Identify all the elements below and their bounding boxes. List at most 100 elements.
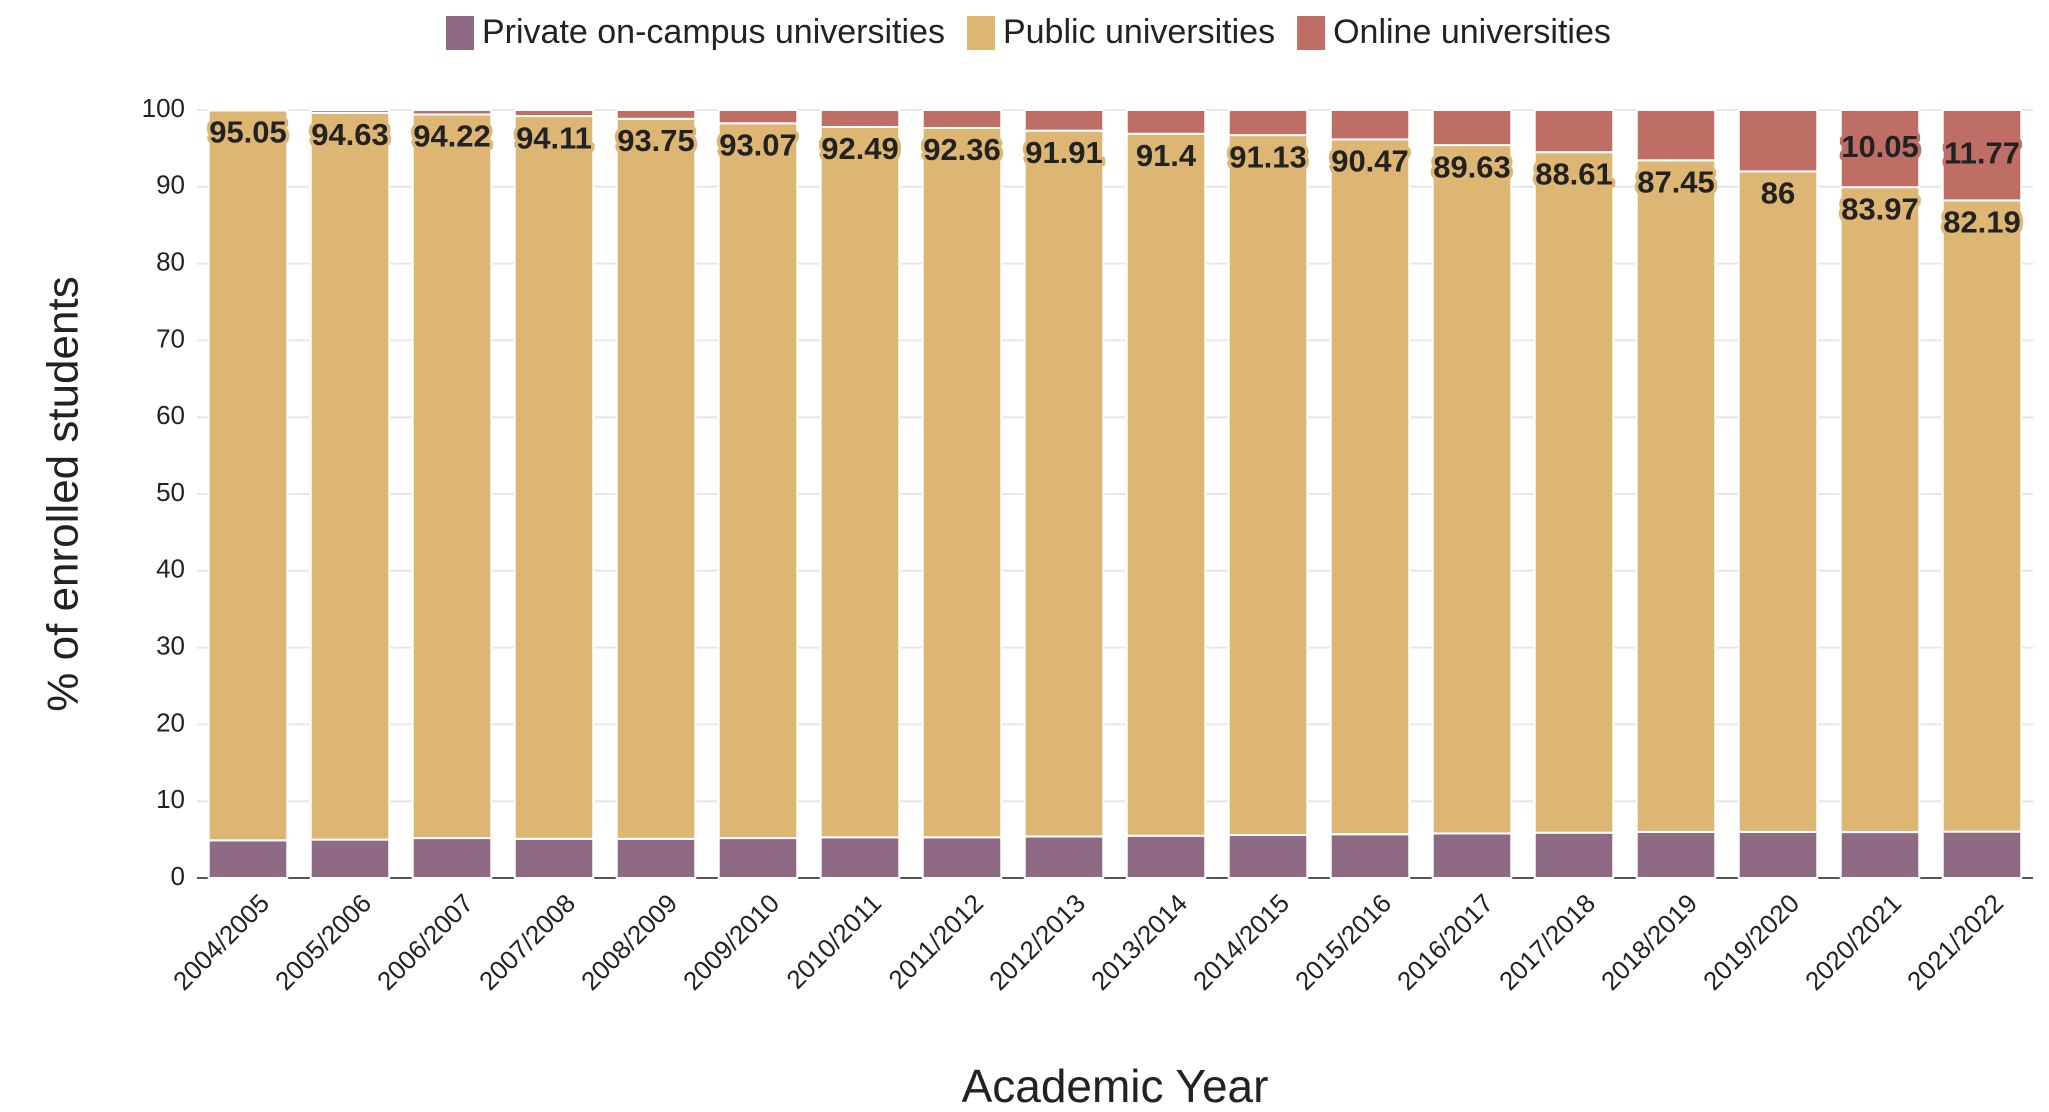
bar-segment (1431, 832, 1513, 879)
bar-segment (615, 109, 697, 120)
data-label: 91.13 (1229, 139, 1307, 174)
x-tick-label: 2016/2017 (1391, 888, 1499, 996)
y-tick-label: 100 (142, 93, 185, 123)
data-label: 91.4 (1136, 138, 1197, 173)
bar-segment (615, 117, 697, 840)
bar-segment (1023, 109, 1105, 132)
y-tick-label: 10 (156, 784, 185, 814)
x-tick-label: 2004/2005 (167, 888, 275, 996)
x-tick-label: 2017/2018 (1493, 888, 1601, 996)
data-label: 86 (1761, 176, 1795, 211)
bar-segment (1125, 109, 1207, 135)
bar-segment (1227, 134, 1309, 836)
bar-segment (1533, 831, 1615, 879)
bar-segment (921, 836, 1003, 880)
x-tick-label: 2010/2011 (780, 888, 887, 995)
bar-segment (1737, 170, 1819, 833)
data-label: 82.19 (1943, 205, 2021, 240)
bar-segment (1635, 159, 1717, 833)
bar-segment (309, 838, 391, 879)
x-tick-label: 2018/2019 (1595, 888, 1703, 996)
bar-segment (411, 109, 493, 116)
bar-segment (819, 836, 901, 880)
bar-segment (1431, 109, 1513, 147)
data-label: 94.11 (516, 120, 592, 155)
bar-segment (717, 109, 799, 125)
bar-segment (309, 111, 391, 841)
x-tick-label: 2012/2013 (983, 888, 1091, 996)
bar-segment (1941, 830, 2023, 879)
bar-segment (1737, 109, 1819, 173)
bar-segment (1125, 132, 1207, 837)
y-tick-label: 70 (156, 323, 185, 353)
bar-segment (819, 125, 901, 839)
y-axis-title: % of enrolled students (39, 276, 88, 711)
data-label: 11.77 (1944, 135, 2020, 170)
y-tick-label: 80 (156, 246, 185, 276)
data-label: 94.22 (413, 119, 491, 154)
y-tick-label: 90 (156, 170, 185, 200)
bar-segment (309, 109, 391, 114)
legend-swatch (446, 16, 474, 50)
y-tick-label: 60 (156, 400, 185, 430)
bar-segment (411, 113, 493, 840)
data-label: 87.45 (1637, 164, 1715, 199)
x-tick-label: 2015/2016 (1289, 888, 1397, 996)
bar-segment (1533, 151, 1615, 834)
x-axis-title: Academic Year (962, 1060, 1269, 1112)
x-tick-label: 2013/2014 (1085, 888, 1193, 996)
legend-swatch (1297, 16, 1326, 50)
bar-segment (513, 115, 595, 840)
bar-segment (717, 122, 799, 840)
bar-segment (1533, 109, 1615, 154)
x-tick-label: 2008/2009 (575, 888, 683, 996)
bar-segment (411, 837, 493, 880)
bar-segment (1227, 109, 1309, 137)
bar-segment (1023, 835, 1105, 880)
legend-label: Online universities (1333, 13, 1611, 51)
bar-segment (1329, 109, 1411, 141)
bar-segment (1839, 831, 1921, 880)
x-tick-label: 2021/2022 (1901, 888, 2009, 996)
data-label: 95.05 (209, 115, 287, 150)
x-tick-label: 2007/2008 (473, 888, 581, 996)
x-tick-label: 2011/2012 (882, 888, 989, 995)
bar-segment (207, 109, 289, 842)
x-tick-label: 2014/2015 (1187, 888, 1295, 996)
x-tick-label: 2005/2006 (269, 888, 377, 996)
legend-swatch (966, 16, 995, 50)
bar-segment (513, 109, 595, 118)
data-label: 90.47 (1331, 144, 1409, 179)
x-tick-label: 2009/2010 (677, 888, 785, 996)
bar-segment (1023, 129, 1105, 838)
data-label: 88.61 (1535, 156, 1613, 191)
y-tick-label: 40 (156, 554, 185, 584)
legend-label: Public universities (1003, 13, 1275, 51)
bar-segment (1329, 138, 1411, 836)
bar-segment (615, 837, 697, 879)
bar-segment (717, 837, 799, 880)
y-tick-label: 50 (156, 477, 185, 507)
data-label: 92.36 (923, 132, 1001, 167)
data-label: 93.75 (617, 123, 695, 158)
x-tick-label: 2020/2021 (1799, 888, 1907, 996)
data-label: 94.63 (311, 117, 389, 152)
y-tick-label: 20 (156, 707, 185, 737)
legend: Private on-campus universities Public uni… (446, 13, 1611, 51)
y-tick-label: 30 (156, 630, 185, 660)
bar-segment (1941, 199, 2023, 833)
bar-segment (1635, 109, 1717, 162)
bar-segment (1839, 186, 1921, 834)
data-label: 93.07 (719, 127, 797, 162)
x-tick-label: 2006/2007 (371, 888, 479, 996)
bar-segment (1839, 109, 1921, 189)
data-label: 92.49 (821, 131, 899, 166)
bar-segment (1737, 830, 1819, 879)
x-tick-label: 2019/2020 (1697, 888, 1805, 996)
bar-segment (1431, 144, 1513, 835)
y-tick-label: 0 (171, 861, 185, 891)
data-label: 91.91 (1025, 135, 1103, 170)
bar-segment (1635, 830, 1717, 879)
bar-segment (1329, 833, 1411, 879)
